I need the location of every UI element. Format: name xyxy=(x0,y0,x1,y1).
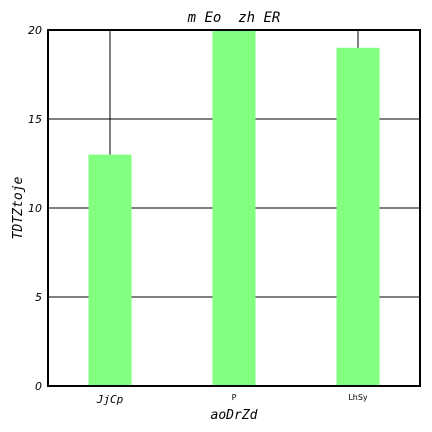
x-tick-label: LhSy xyxy=(348,393,368,402)
y-axis-ticks: 0 5 10 15 20 xyxy=(28,24,42,393)
y-tick-label: 0 xyxy=(35,380,42,393)
y-tick-label: 5 xyxy=(35,291,42,304)
y-tick-label: 10 xyxy=(28,202,42,215)
x-axis-label: aoDrZd xyxy=(211,408,258,423)
x-tick-label: JjCp xyxy=(96,393,124,406)
bar-p xyxy=(213,30,256,386)
y-axis-label: TDTZtoje xyxy=(11,177,26,240)
y-tick-label: 15 xyxy=(28,113,42,126)
bar-jjcp xyxy=(89,155,132,386)
y-tick-label: 20 xyxy=(28,24,42,37)
x-axis-ticks: JjCp P LhSy xyxy=(96,393,368,406)
x-tick-label: P xyxy=(232,393,237,402)
chart-title: m Eo zh ER xyxy=(187,10,281,26)
bar-lhsy xyxy=(337,48,380,386)
